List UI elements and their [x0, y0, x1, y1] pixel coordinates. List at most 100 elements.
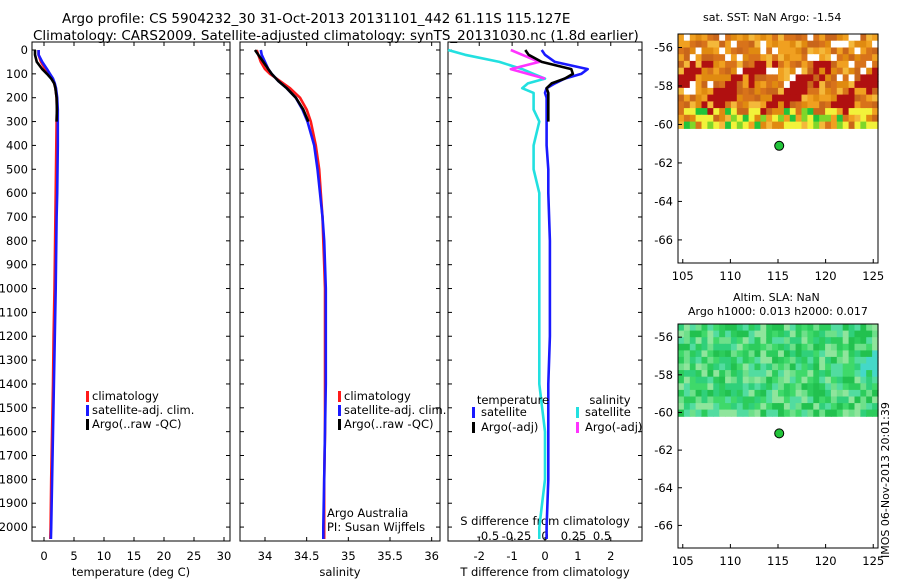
sst-map-ytick-label: -56 — [654, 40, 673, 54]
sst-map-cell — [772, 47, 779, 55]
sst-map-cell — [789, 87, 797, 96]
sla-map-cell — [830, 324, 838, 332]
depth-tick-label: 600 — [6, 186, 28, 200]
sst-map-ytick-label: -64 — [654, 194, 673, 208]
sla-map-cell — [807, 409, 814, 417]
sla-map-cell — [736, 350, 744, 358]
sst-map-cell — [683, 101, 691, 109]
sla-map-cell — [766, 403, 773, 411]
sst-map-cell — [695, 108, 703, 116]
sla-map-cell — [707, 330, 714, 338]
sst-map-cell — [848, 101, 856, 109]
sst-map-xtick-label: 125 — [862, 269, 884, 283]
diff-legend-label: satellite — [585, 405, 631, 419]
sal-legend-swatch — [338, 419, 341, 430]
sst-map-cell — [813, 47, 820, 55]
sst-map-cell — [760, 114, 767, 123]
depth-tick-label: 1300 — [0, 353, 28, 367]
sal-argo-line — [253, 49, 310, 123]
sst-map-cell — [801, 60, 808, 69]
sst-map-cell — [772, 81, 779, 89]
sla-map-cell — [860, 330, 867, 338]
sst-map-cell — [689, 40, 697, 48]
sla-map-xtick-label: 115 — [767, 554, 789, 568]
sst-map-cell — [848, 54, 856, 62]
sst-map-cell — [736, 67, 744, 75]
sst-map-cell — [795, 114, 803, 123]
sla-map-cell — [678, 337, 685, 345]
sla-map-cell — [854, 409, 861, 417]
sla-map-cell — [748, 356, 756, 365]
sla-map-cell — [678, 356, 685, 365]
sla-map-cell — [689, 350, 697, 358]
sst-map-cell — [748, 81, 756, 89]
sla-map-cell — [713, 409, 720, 417]
sla-map-cell — [678, 324, 685, 332]
sla-map-cell — [860, 409, 867, 417]
sst-map-cell — [683, 40, 691, 48]
differences-xtick-label: -2 — [474, 549, 485, 563]
sst-map-cell — [783, 121, 791, 129]
sla-map-cell — [713, 363, 720, 371]
sst-map-cell — [872, 101, 879, 109]
sla-map-cell — [713, 389, 720, 398]
sla-map-cell — [872, 343, 879, 351]
sst-map-cell — [742, 114, 750, 123]
sla-map-cell — [713, 343, 720, 351]
sla-map-cell — [813, 389, 820, 398]
sla-map-cell — [683, 389, 691, 398]
sst-map-cell — [772, 94, 779, 102]
sst-map-cell — [772, 121, 779, 129]
sla-map-cell — [825, 383, 832, 391]
sst-map-cell — [695, 60, 703, 69]
sst-map-cell — [695, 121, 703, 129]
sst-map-cell — [783, 101, 791, 109]
salinity-xlabel: salinity — [319, 565, 360, 579]
sla-map-cell — [678, 403, 685, 411]
sst-map-cell — [725, 101, 732, 109]
sst-map-cell — [707, 54, 714, 62]
sst-map-cell — [748, 114, 756, 123]
sla-map-cell — [730, 403, 738, 411]
sst-map-cell — [683, 108, 691, 116]
depth-tick-label: 100 — [6, 67, 28, 81]
sst-map-cell — [830, 114, 838, 123]
sst-map-cell — [813, 60, 820, 69]
sst-map-cell — [795, 121, 803, 129]
sla-map-cell — [719, 409, 726, 417]
sst-map-cell — [825, 74, 832, 82]
sla-map-cell — [678, 330, 685, 338]
sla-map-cell — [842, 350, 850, 358]
sla-map-cell — [795, 337, 803, 345]
sst-map-cell — [872, 81, 879, 89]
depth-tick-label: 1500 — [0, 401, 28, 415]
sst-map-cell — [707, 81, 714, 89]
sst-map-cell — [742, 121, 750, 129]
sst-map-cell — [848, 74, 856, 82]
sla-map-cell — [866, 343, 873, 351]
sla-map-cell — [795, 376, 803, 384]
sst-map-cell — [725, 87, 732, 96]
sla-map-cell — [748, 383, 756, 391]
sla-map-cell — [683, 363, 691, 371]
sla-map-cell — [801, 363, 808, 371]
sst-map-cell — [683, 121, 691, 129]
sst-map-cell — [754, 108, 761, 116]
sla-map-cell — [772, 350, 779, 358]
sla-map-cell — [760, 363, 767, 371]
sst-map-cell — [866, 114, 873, 123]
sla-map-cell — [830, 376, 838, 384]
sst-map-cell — [801, 108, 808, 116]
sla-map-cell — [795, 324, 803, 332]
sst-map-cell — [760, 34, 767, 42]
sst-map-cell — [713, 40, 720, 48]
sdiff-tick-label: 0.25 — [561, 529, 587, 543]
sst-map-cell — [719, 81, 726, 89]
sst-map-cell — [678, 81, 685, 89]
sst-map-cell — [766, 87, 773, 96]
sla-map-cell — [801, 343, 808, 351]
sla-map-cell — [872, 396, 879, 404]
sst-map-cell — [789, 47, 797, 55]
sst-map-cell — [819, 74, 826, 82]
